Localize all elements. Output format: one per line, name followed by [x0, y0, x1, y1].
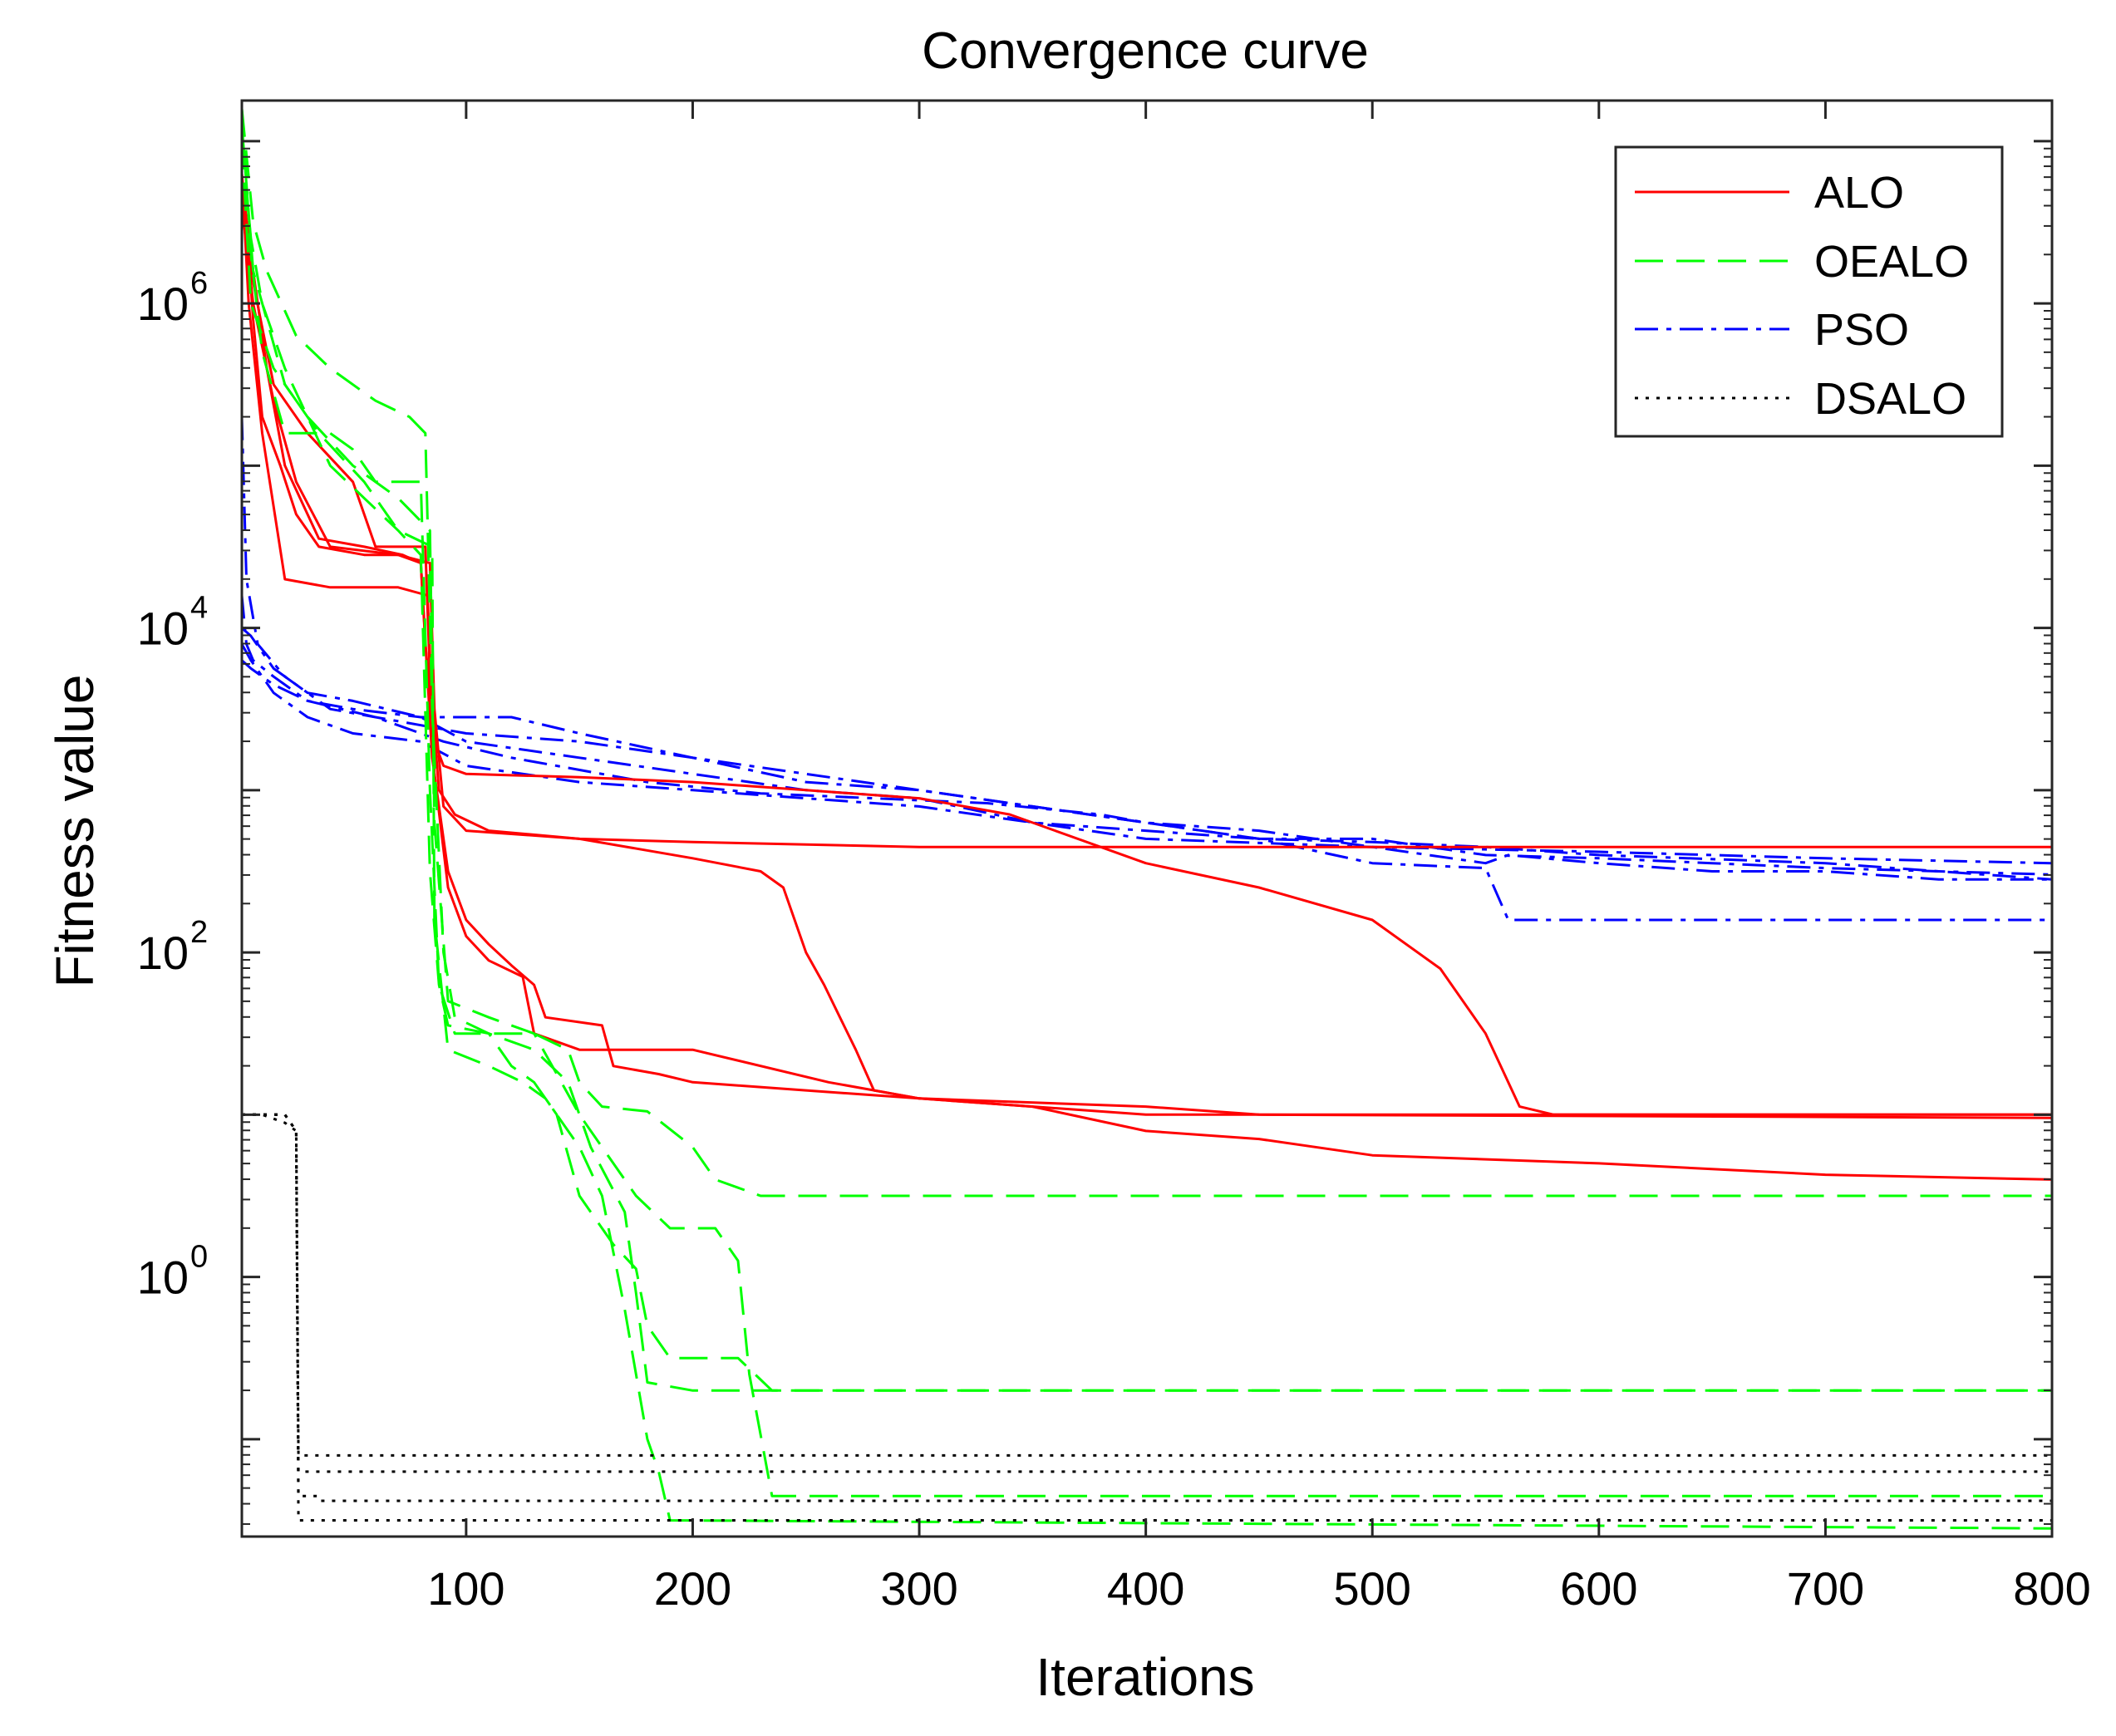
series-alo-run-5: [242, 173, 2052, 1181]
series-oealo-run-5: [242, 140, 2052, 1497]
legend-label-dsalo: DSALO: [1814, 374, 1966, 424]
series-pso-run-5: [242, 643, 2052, 865]
series-pso-run-2: [242, 595, 2052, 922]
series-pso-run-3: [242, 659, 2052, 876]
series-alo-run-4: [242, 181, 2052, 1116]
y-tick-label: 10: [137, 927, 189, 979]
legend-label-pso: PSO: [1814, 305, 1909, 355]
legend-label-oealo: OEALO: [1814, 237, 1969, 287]
series-oealo-run-3: [242, 108, 2052, 1392]
y-tick-label: 10: [137, 278, 189, 330]
y-tick-exponent: 2: [190, 915, 208, 950]
x-axis-label: Iterations: [1036, 1647, 1254, 1707]
x-tick-label: 500: [1334, 1562, 1411, 1615]
x-tick-label: 200: [654, 1562, 731, 1615]
series-oealo-run-1: [242, 108, 2052, 1197]
chart-title: Convergence curve: [922, 22, 1369, 80]
legend: ALO OEALO PSO DSALO: [1614, 145, 2004, 438]
x-tick-label: 100: [427, 1562, 504, 1615]
x-tick-label: 600: [1560, 1562, 1637, 1615]
legend-box: [1614, 145, 2004, 438]
y-tick-exponent: 0: [190, 1240, 208, 1275]
legend-label-alo: ALO: [1814, 168, 1904, 218]
x-tick-label: 300: [880, 1562, 957, 1615]
x-tick-label: 400: [1107, 1562, 1184, 1615]
y-tick-label: 10: [137, 602, 189, 655]
series-layer: [242, 108, 2052, 1530]
x-tick-label: 700: [1787, 1562, 1864, 1615]
x-tick-label: 800: [2013, 1562, 2090, 1615]
y-axis-label: Fitness value: [45, 674, 105, 987]
y-tick-label: 10: [137, 1252, 189, 1304]
y-tick-exponent: 4: [190, 591, 208, 626]
y-tick-exponent: 6: [190, 266, 208, 301]
series-alo-run-1: [242, 173, 2052, 1116]
